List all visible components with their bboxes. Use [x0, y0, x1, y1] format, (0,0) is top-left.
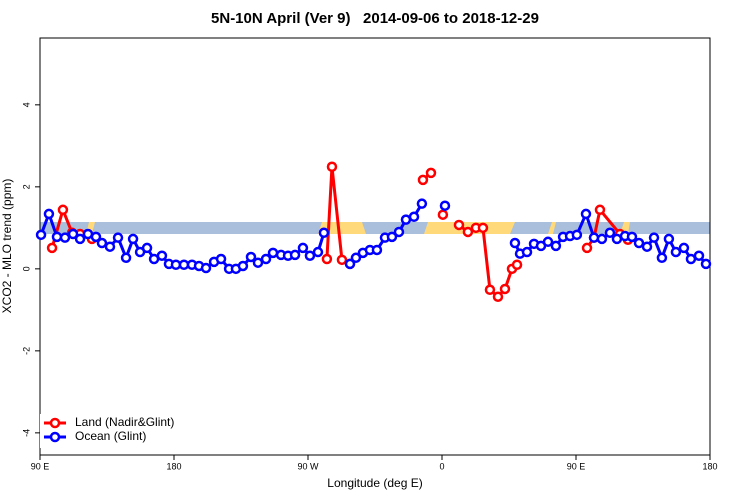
- data-point: [344, 258, 356, 270]
- data-point: [289, 249, 301, 261]
- data-point: [484, 284, 496, 296]
- data-point: [312, 246, 324, 258]
- data-point: [580, 208, 592, 220]
- data-point: [297, 242, 309, 254]
- legend-box: [40, 414, 190, 448]
- data-point: [51, 231, 63, 243]
- y-tick-label: 4: [21, 102, 31, 107]
- data-point: [648, 232, 660, 243]
- data-point: [700, 258, 712, 270]
- data-point: [550, 240, 562, 252]
- y-axis-label: XCO2 - MLO trend (ppm): [0, 179, 14, 314]
- data-point: [35, 229, 47, 241]
- data-point: [626, 231, 638, 243]
- data-point: [596, 233, 608, 245]
- data-point: [326, 161, 338, 172]
- data-point: [252, 257, 264, 268]
- band-patch: [548, 222, 556, 234]
- x-tick-label: 0: [439, 461, 444, 471]
- data-point: [408, 211, 420, 223]
- data-point: [663, 233, 675, 245]
- data-point: [511, 259, 523, 270]
- data-point: [141, 242, 153, 254]
- data-point: [425, 167, 437, 179]
- legend-marker: [49, 417, 61, 429]
- data-point: [260, 253, 272, 265]
- data-point: [46, 242, 58, 254]
- data-point: [156, 250, 168, 261]
- x-tick-label: 90 W: [297, 461, 319, 471]
- data-point: [304, 250, 316, 261]
- data-point: [594, 204, 606, 216]
- data-point: [57, 204, 69, 216]
- data-point: [509, 237, 521, 249]
- x-tick-label: 180: [702, 461, 717, 471]
- data-point: [641, 241, 653, 252]
- x-tick-label: 90 E: [567, 461, 586, 471]
- data-point: [59, 232, 71, 243]
- data-point: [67, 228, 79, 240]
- data-point: [571, 229, 583, 241]
- chart-title: 5N-10N April (Ver 9) 2014-09-06 to 2018-…: [211, 10, 539, 27]
- y-tick-label: -2: [21, 347, 31, 355]
- x-tick-label: 180: [166, 461, 181, 471]
- legend-label: Ocean (Glint): [75, 429, 146, 443]
- data-point: [267, 247, 279, 259]
- data-point: [678, 242, 690, 254]
- data-point: [350, 252, 362, 264]
- data-point: [416, 198, 428, 209]
- data-point: [215, 253, 227, 265]
- legend-marker: [49, 431, 61, 443]
- data-point: [237, 260, 249, 272]
- data-point: [477, 222, 489, 234]
- data-point: [321, 253, 333, 265]
- data-point: [656, 252, 668, 264]
- data-point: [439, 200, 451, 211]
- data-point: [437, 209, 449, 220]
- data-point: [492, 291, 504, 302]
- data-point: [393, 226, 405, 238]
- data-point: [318, 227, 330, 239]
- data-point: [371, 244, 383, 256]
- data-point: [581, 242, 593, 254]
- data-point: [499, 283, 511, 295]
- data-point: [633, 237, 645, 249]
- y-tick-label: 0: [21, 266, 31, 271]
- data-point: [90, 231, 102, 243]
- data-point: [96, 237, 108, 249]
- data-point: [462, 226, 474, 238]
- data-point: [74, 233, 86, 245]
- band: [40, 222, 710, 234]
- data-point: [43, 208, 55, 220]
- data-point: [417, 174, 429, 186]
- y-tick-label: 2: [21, 184, 31, 189]
- data-point: [685, 253, 697, 265]
- data-point: [521, 246, 533, 258]
- data-point: [120, 252, 132, 264]
- legend-label: Land (Nadir&Glint): [75, 415, 174, 429]
- y-tick-label: -4: [21, 429, 31, 437]
- x-tick-label: 90 E: [31, 461, 50, 471]
- x-axis-label: Longitude (deg E): [327, 476, 422, 490]
- data-point: [670, 246, 682, 258]
- plot-frame: [39, 37, 711, 456]
- data-point: [200, 262, 212, 274]
- data-point: [693, 250, 705, 261]
- data-point: [127, 233, 139, 245]
- data-point: [453, 219, 465, 231]
- data-point: [542, 236, 554, 248]
- data-point: [604, 227, 616, 239]
- data-point: [386, 231, 398, 243]
- data-point: [245, 251, 257, 263]
- data-point: [104, 241, 116, 252]
- data-point: [112, 232, 124, 243]
- data-point: [336, 254, 348, 266]
